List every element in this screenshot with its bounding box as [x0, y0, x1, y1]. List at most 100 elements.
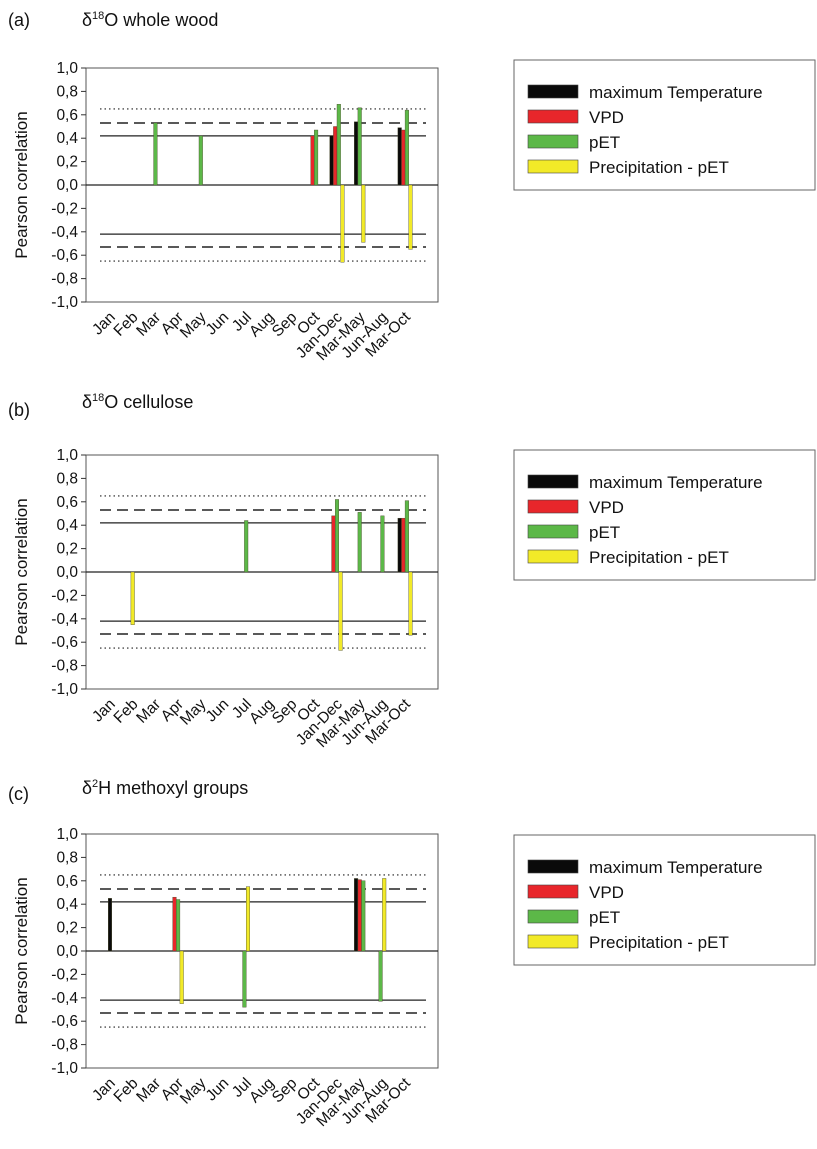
title-text: O whole wood: [104, 10, 218, 30]
panel-label: (b): [8, 400, 30, 420]
legend-swatch-ppet: [527, 159, 579, 174]
bar-vpd-Jan-Dec: [333, 126, 338, 186]
y-tick-label: 0,0: [56, 943, 78, 960]
bar-ppet-Apr: [179, 950, 184, 1004]
legend-label-tmax: maximum Temperature: [589, 473, 763, 492]
panel-label: (a): [8, 10, 30, 30]
legend-box: [513, 59, 816, 191]
y-tick-label: 1,0: [56, 60, 78, 77]
legend-swatch-tmax: [527, 84, 579, 99]
legend-label-vpd: VPD: [589, 498, 624, 517]
y-tick-label: -0,6: [51, 634, 78, 651]
y-tick-label: 0,6: [56, 107, 78, 124]
y-tick-label: -1,0: [51, 294, 78, 311]
y-tick-label: 0,6: [56, 494, 78, 511]
y-tick-label: 0,2: [56, 920, 78, 937]
legend-label-vpd: VPD: [589, 108, 624, 127]
y-tick-label: 0,0: [56, 177, 78, 194]
bar-vpd-Oct: [310, 135, 315, 186]
bar-tmax-Mar-May: [354, 121, 359, 186]
legend-swatch-pet: [527, 524, 579, 539]
y-tick-label: 0,4: [56, 896, 78, 913]
y-tick-label: 0,8: [56, 849, 78, 866]
legend-swatch-pet: [527, 134, 579, 149]
y-axis-title: Pearson correlation: [12, 877, 31, 1024]
y-axis-title: Pearson correlation: [12, 111, 31, 258]
bar-pet-Mar-May: [361, 880, 366, 952]
panel-a: (a) δ18O whole wood 1,0 0,8 0,6 0,4 0,2 0,0 -0,2…: [8, 10, 816, 364]
panel-title: δ18O whole wood: [82, 10, 218, 30]
bar-tmax-Mar-Oct: [397, 127, 402, 186]
panel-c: (c) δ2H methoxyl groups 1,0 0,8 0,6 0,4 0,2 0,0…: [8, 778, 816, 1130]
y-tick-label: 0,2: [56, 541, 78, 558]
bar-ppet-Jun-Aug: [382, 878, 387, 952]
legend-swatch-vpd: [527, 884, 579, 899]
legend-label-vpd: VPD: [589, 883, 624, 902]
y-tick-label: -0,8: [51, 271, 78, 288]
legend-swatch-ppet: [527, 934, 579, 949]
bar-pet-Jun-Aug: [378, 950, 383, 1002]
legend: maximum Temperature VPD pET Precipitation -…: [513, 449, 816, 581]
bar-ppet-Mar-Oct: [408, 571, 413, 636]
title-superscript: 18: [92, 10, 104, 22]
legend-label-ppet: Precipitation - pET: [589, 158, 729, 177]
y-tick-label: 0,6: [56, 873, 78, 890]
title-superscript: 2: [92, 778, 98, 790]
x-tick-label: Jun: [203, 1075, 233, 1105]
bar-tmax-Jan: [107, 898, 112, 952]
legend-swatch-vpd: [527, 109, 579, 124]
title-text: O cellulose: [104, 392, 193, 412]
x-tick-label: Jun: [203, 309, 233, 339]
y-tick-label: -0,6: [51, 1013, 78, 1030]
bar-vpd-Mar-Oct: [401, 517, 406, 573]
bar-ppet-Jan-Dec: [338, 571, 343, 651]
y-tick-label: -1,0: [51, 681, 78, 698]
y-tick-label: -0,2: [51, 966, 78, 983]
y-tick-label: -0,4: [51, 611, 78, 628]
y-tick-label: 0,8: [56, 83, 78, 100]
y-tick-label: -0,4: [51, 224, 78, 241]
y-tick-label: -0,2: [51, 587, 78, 604]
panel-title: δ18O cellulose: [82, 392, 193, 412]
bar-tmax-Mar-Oct: [397, 517, 402, 573]
legend-label-pet: pET: [589, 908, 620, 927]
panel-title: δ2H methoxyl groups: [82, 778, 248, 798]
bar-vpd-Apr: [172, 896, 177, 952]
bar-ppet-Jul: [245, 886, 250, 952]
y-axis-title: Pearson correlation: [12, 498, 31, 645]
bar-pet-Mar-May: [357, 107, 362, 186]
legend: maximum Temperature VPD pET Precipitation -…: [513, 834, 816, 966]
y-tick-label: 0,2: [56, 154, 78, 171]
legend-swatch-vpd: [527, 499, 579, 514]
title-text: H methoxyl groups: [98, 778, 248, 798]
y-tick-label: -0,4: [51, 990, 78, 1007]
panel-b: (b) δ18O cellulose 1,0 0,8 0,6 0,4 0,2 0,0 -0,2 -…: [8, 392, 816, 751]
bar-pet-Mar-Oct: [404, 109, 409, 186]
title-delta: δ: [82, 10, 92, 30]
title-delta: δ: [82, 392, 92, 412]
bar-pet-Jul: [244, 520, 249, 573]
bar-pet-Jan-Dec: [335, 499, 340, 573]
bar-tmax-Jan-Dec: [329, 135, 334, 186]
panel-label: (c): [8, 784, 29, 804]
bar-vpd-Mar-Oct: [401, 129, 406, 186]
legend-swatch-tmax: [527, 859, 579, 874]
legend-label-pet: pET: [589, 133, 620, 152]
bar-pet-Mar: [153, 122, 158, 186]
y-tick-label: -0,8: [51, 1037, 78, 1054]
bar-pet-Oct: [314, 129, 319, 186]
legend-label-tmax: maximum Temperature: [589, 858, 763, 877]
bar-pet-Apr: [176, 899, 181, 952]
bar-ppet-Jan-Dec: [340, 184, 345, 263]
y-tick-label: -1,0: [51, 1060, 78, 1077]
legend-label-ppet: Precipitation - pET: [589, 933, 729, 952]
bar-pet-Mar-Oct: [404, 500, 409, 573]
bar-ppet-Feb: [130, 571, 135, 625]
bar-vpd-Mar-May: [357, 879, 362, 952]
legend-label-ppet: Precipitation - pET: [589, 548, 729, 567]
bar-pet-May: [198, 135, 203, 186]
legend-swatch-tmax: [527, 474, 579, 489]
y-tick-label: 1,0: [56, 826, 78, 843]
y-tick-label: -0,6: [51, 247, 78, 264]
